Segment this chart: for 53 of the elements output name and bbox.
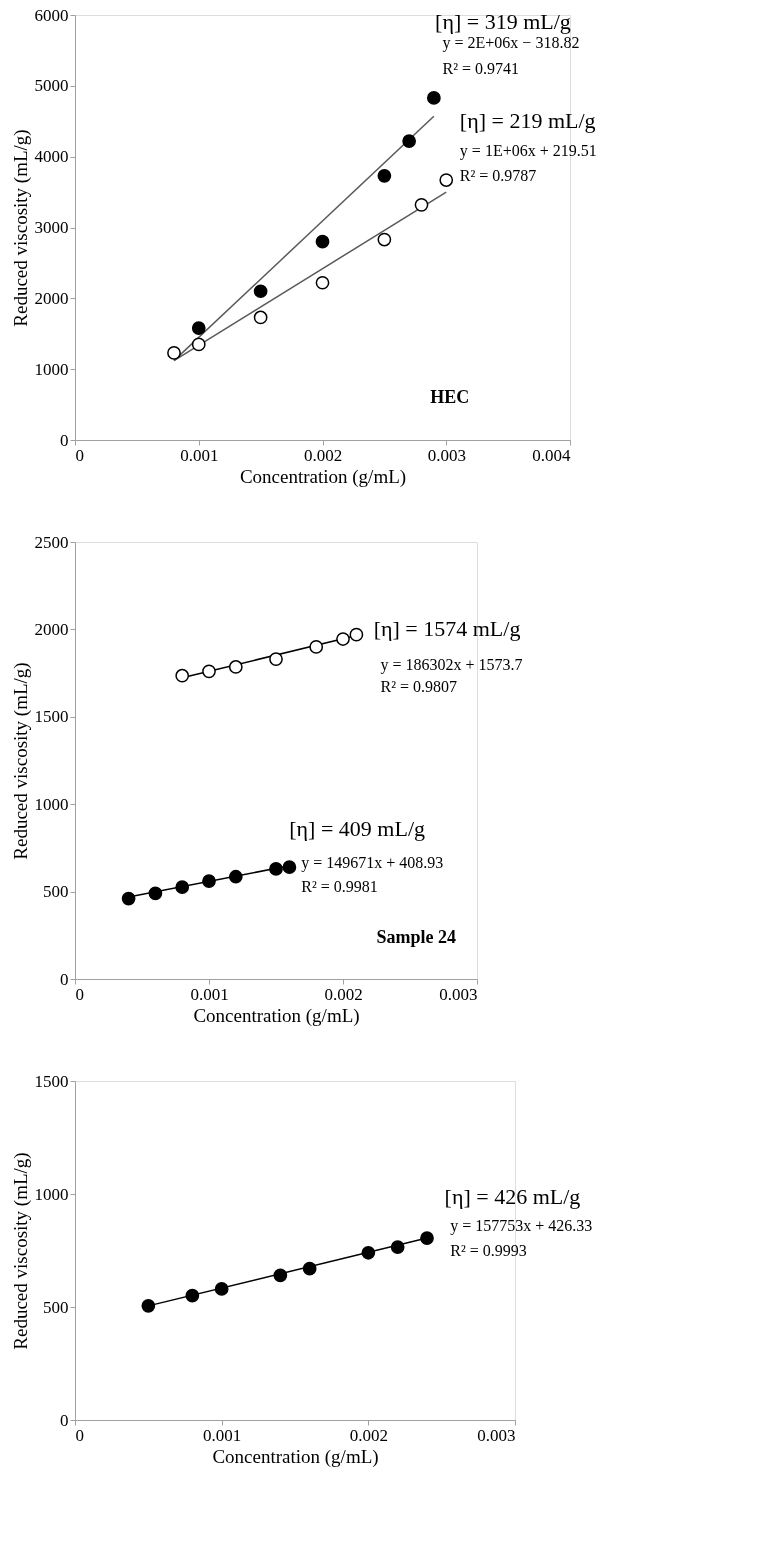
y-tick-label: 1500 — [34, 1071, 69, 1091]
x-tick-label: 0.002 — [349, 1425, 388, 1445]
x-axis-title: Concentration (g/mL) — [193, 1004, 360, 1027]
annotation: R² = 0.9993 — [450, 1241, 527, 1259]
annotation: [η] = 426 mL/g — [444, 1183, 581, 1209]
annotation: HEC — [430, 386, 470, 407]
annotation: [η] = 409 mL/g — [289, 816, 425, 842]
y-tick-label: 3000 — [34, 218, 69, 237]
annotation: Sample 24 — [376, 926, 457, 947]
y-axis-title: Reduced viscosity (mL/g) — [9, 129, 32, 327]
annotation: R² = 0.9787 — [459, 166, 537, 184]
y-tick-label: 0 — [60, 430, 69, 450]
y-tick-label: 2000 — [34, 619, 69, 639]
x-axis-title: Concentration (g/mL) — [239, 465, 407, 488]
annotation: y = 186302x + 1573.7 — [380, 656, 523, 675]
x-tick-label: 0.002 — [324, 984, 363, 1004]
y-tick-label: 5000 — [34, 76, 69, 96]
annotation: y = 1E+06x + 219.51 — [459, 142, 597, 160]
annotation: [η] = 1574 mL/g — [373, 616, 521, 642]
x-tick-label: 0.004 — [532, 445, 571, 465]
x-tick-label: 0.001 — [190, 984, 229, 1004]
y-tick-label: 500 — [43, 1297, 69, 1317]
y-tick-label: 1000 — [34, 1184, 69, 1204]
x-tick-label: 0.001 — [203, 1425, 242, 1445]
y-tick-label: 1500 — [34, 707, 69, 727]
x-axis-title: Concentration (g/mL) — [212, 1445, 379, 1468]
y-axis-title: Reduced viscosity (mL/g) — [9, 662, 32, 860]
y-tick-label: 0 — [60, 969, 69, 989]
annotation: y = 2E+06x − 318.82 — [442, 34, 580, 53]
annotation: R² = 0.9807 — [380, 678, 458, 696]
y-tick-label: 2000 — [34, 288, 69, 308]
y-tick-label: 2500 — [34, 532, 69, 552]
y-tick-label: 1000 — [34, 359, 69, 379]
x-tick-label: 0.002 — [303, 445, 343, 465]
x-tick-label: 0 — [75, 984, 84, 1004]
annotation: y = 149671x + 408.93 — [301, 854, 444, 873]
y-tick-label: 0 — [60, 1410, 69, 1430]
x-tick-label: 0.003 — [427, 445, 466, 465]
x-tick-label: 0 — [75, 445, 84, 465]
x-tick-label: 0 — [75, 1425, 84, 1445]
y-tick-label: 4000 — [34, 147, 69, 167]
annotation: [η] = 319 mL/g — [435, 9, 571, 35]
y-axis-title: Reduced viscosity (mL/g) — [9, 1152, 32, 1350]
annotation: R² = 0.9741 — [442, 59, 520, 77]
annotation: y = 157753x + 426.33 — [450, 1217, 593, 1236]
annotation: R² = 0.9981 — [301, 878, 378, 896]
y-tick-label: 1000 — [34, 794, 69, 814]
x-tick-label: 0.003 — [477, 1425, 516, 1445]
x-tick-label: 0.001 — [180, 445, 219, 465]
x-tick-label: 0.003 — [439, 984, 478, 1004]
y-tick-label: 6000 — [34, 5, 69, 25]
y-tick-label: 500 — [43, 882, 69, 902]
annotation: [η] = 219 mL/g — [459, 108, 596, 134]
